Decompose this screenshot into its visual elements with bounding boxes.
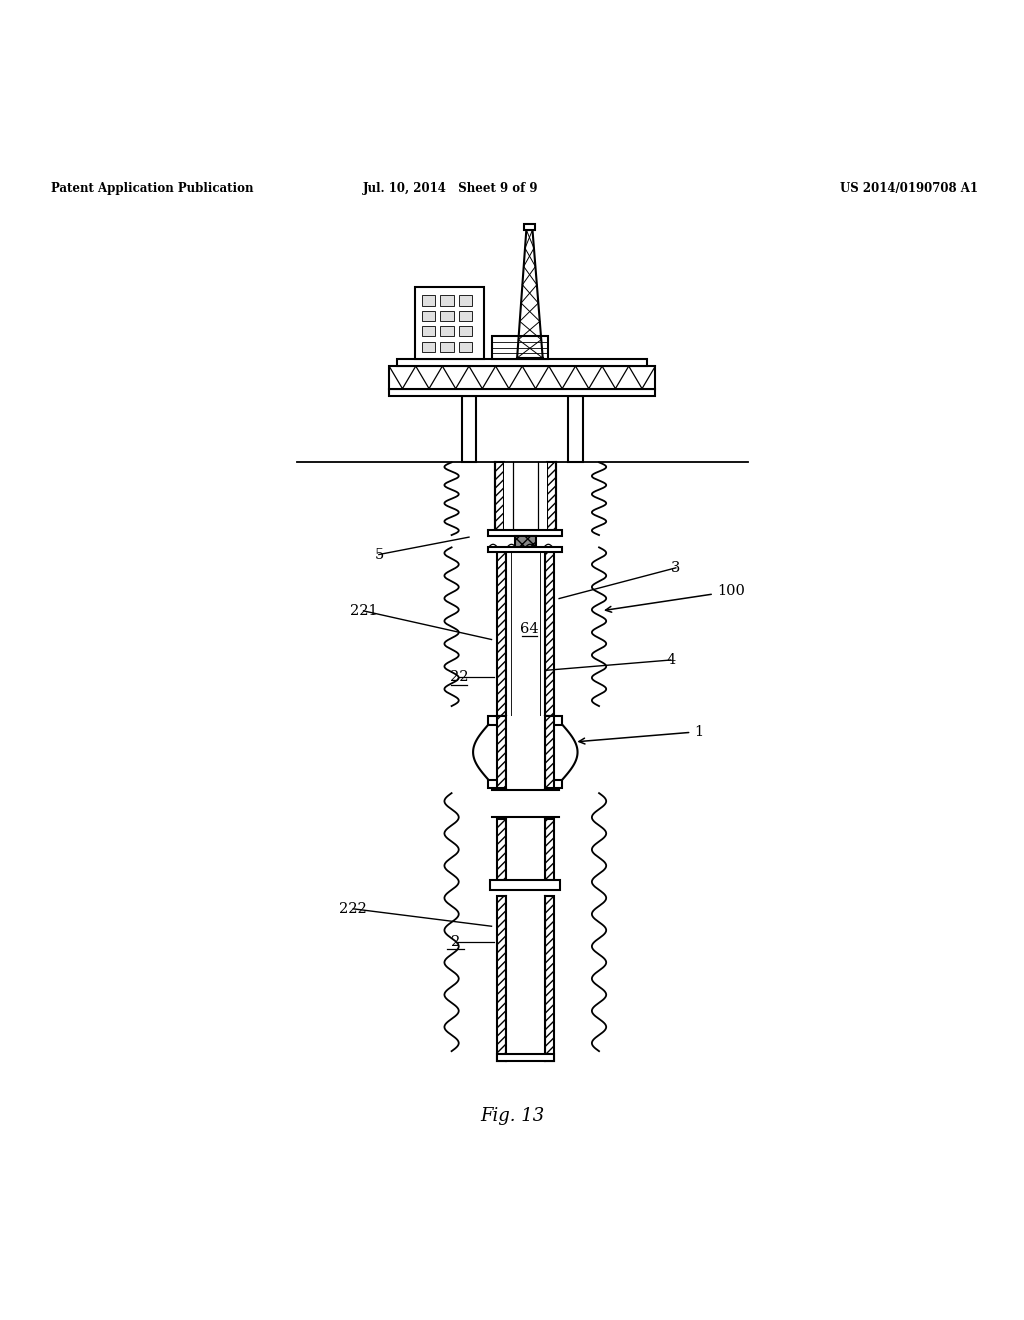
Bar (440, 296, 454, 306)
Bar (440, 310, 454, 321)
Text: 64: 64 (520, 622, 539, 636)
Bar (440, 326, 454, 337)
Bar (497, 553, 506, 717)
Bar (422, 342, 435, 351)
Bar (488, 780, 506, 788)
Text: 22: 22 (450, 671, 468, 684)
Bar (506, 895, 545, 1061)
Bar (506, 553, 545, 717)
Bar (389, 388, 655, 396)
Bar (422, 310, 435, 321)
Bar (547, 462, 556, 529)
Bar (488, 529, 562, 536)
Bar (545, 895, 554, 1061)
Bar (497, 895, 506, 1061)
Text: Fig. 13: Fig. 13 (480, 1106, 544, 1125)
Bar (422, 296, 435, 306)
Bar (462, 396, 476, 462)
Bar (459, 296, 472, 306)
Bar (497, 1055, 554, 1061)
Bar (506, 818, 545, 880)
Bar (440, 342, 454, 351)
Bar (545, 553, 554, 717)
Bar (497, 717, 506, 788)
Text: 2: 2 (451, 935, 461, 949)
Text: 100: 100 (605, 585, 744, 612)
Bar (568, 396, 583, 462)
Bar (422, 326, 435, 337)
Bar (545, 717, 554, 788)
Bar (490, 880, 560, 891)
Text: US 2014/0190708 A1: US 2014/0190708 A1 (840, 182, 978, 195)
Bar (524, 224, 535, 230)
Bar (492, 337, 548, 359)
Text: 1: 1 (579, 725, 703, 744)
Text: Jul. 10, 2014   Sheet 9 of 9: Jul. 10, 2014 Sheet 9 of 9 (362, 182, 539, 195)
Bar (504, 462, 547, 529)
Bar (545, 818, 554, 880)
Text: 221: 221 (350, 603, 377, 618)
Bar (495, 462, 504, 529)
Bar (415, 288, 484, 359)
Text: Patent Application Publication: Patent Application Publication (51, 182, 254, 195)
Text: 222: 222 (339, 902, 368, 916)
Bar (488, 548, 562, 553)
Bar (459, 310, 472, 321)
Bar (497, 818, 506, 880)
Text: 4: 4 (666, 653, 676, 667)
Text: 5: 5 (374, 548, 384, 561)
Bar (459, 326, 472, 337)
Bar (488, 717, 506, 725)
Bar (459, 342, 472, 351)
Bar (506, 717, 545, 788)
Bar (515, 536, 536, 550)
Text: 3: 3 (671, 561, 681, 574)
Bar (389, 366, 655, 388)
Bar (545, 780, 562, 788)
Bar (545, 717, 562, 725)
Bar (397, 359, 647, 366)
